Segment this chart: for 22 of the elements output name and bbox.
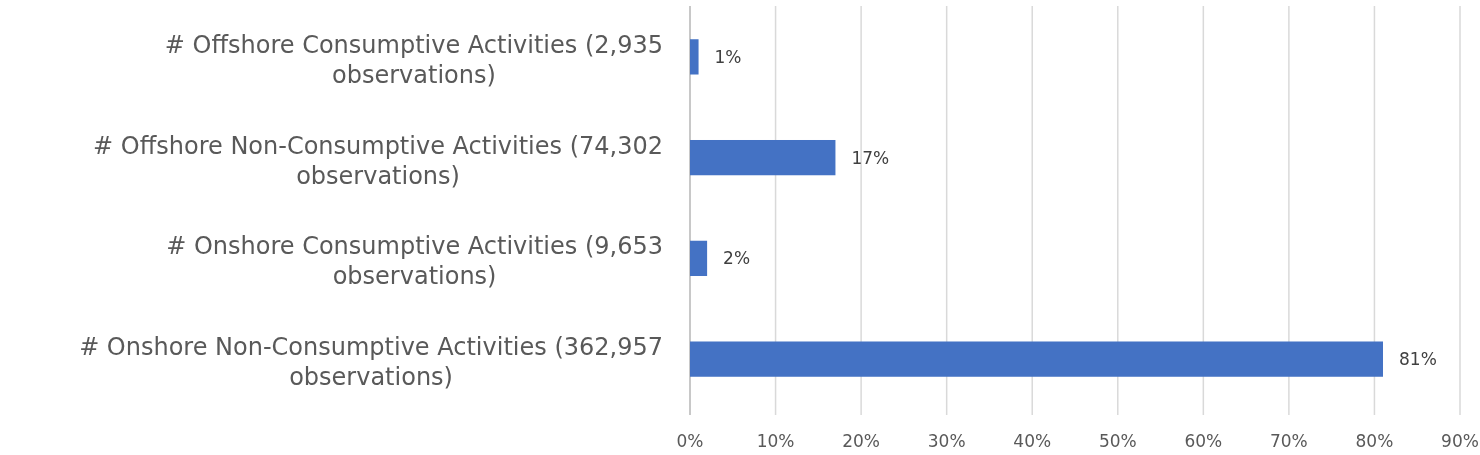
bar: [690, 39, 699, 75]
y-tick-label: # Onshore Consumptive Activities (9,653 observations): [166, 232, 664, 291]
x-tick-label: 90%: [1441, 431, 1479, 451]
x-tick-label: 40%: [1013, 431, 1052, 451]
x-tick-label: 10%: [756, 431, 795, 451]
x-tick-label: 50%: [1098, 431, 1137, 451]
data-label: 1%: [714, 46, 742, 67]
y-tick-label: # Offshore Consumptive Activities (2,935 observations): [164, 30, 663, 89]
x-tick-label: 70%: [1269, 431, 1308, 451]
data-label: 81%: [1399, 349, 1437, 370]
x-tick-label: 20%: [842, 431, 881, 451]
x-tick-label: 60%: [1184, 431, 1223, 451]
x-tick-label: 30%: [927, 431, 966, 451]
x-tick-label: 80%: [1355, 431, 1394, 451]
data-label: 2%: [723, 248, 751, 269]
bar: [690, 140, 836, 176]
x-tick-label: 0%: [676, 431, 704, 451]
bar: [690, 341, 1383, 377]
bar: [690, 240, 708, 276]
y-tick-label: # Onshore Non-Consumptive Activities (362,957 observations): [79, 333, 664, 392]
y-tick-label: # Offshore Non-Consumptive Activities (74,302 observations): [93, 131, 663, 190]
data-label: 17%: [851, 147, 890, 168]
